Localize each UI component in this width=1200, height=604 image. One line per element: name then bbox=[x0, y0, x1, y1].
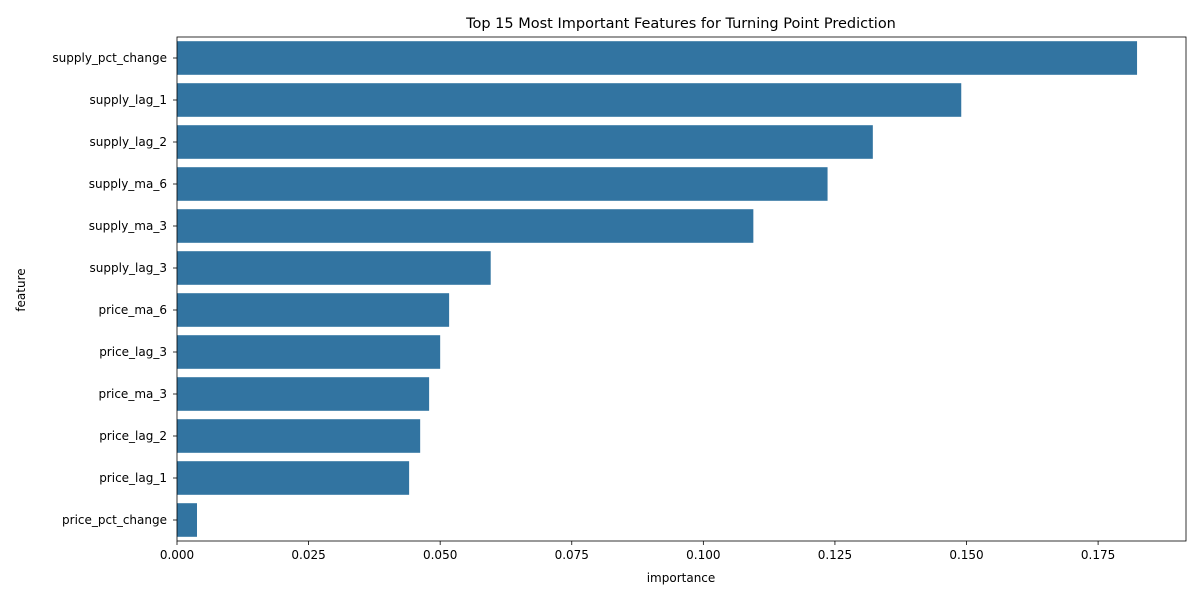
bar-supply_pct_change bbox=[177, 41, 1138, 75]
y-tick-label: supply_ma_3 bbox=[89, 219, 167, 233]
y-tick-label: price_lag_1 bbox=[99, 471, 167, 485]
y-tick-label: supply_lag_3 bbox=[90, 261, 167, 275]
chart-title: Top 15 Most Important Features for Turni… bbox=[465, 16, 896, 32]
bar-price_lag_1 bbox=[177, 461, 410, 495]
bar-supply_ma_3 bbox=[177, 209, 754, 243]
plot-frame bbox=[176, 36, 1187, 542]
y-tick-label: price_ma_6 bbox=[98, 303, 167, 317]
y-tick-label: supply_pct_change bbox=[52, 51, 167, 65]
x-axis-ticks: 0.000 0.025 0.050 0.075 0.100 0.125 0.150 0.175 bbox=[160, 541, 1115, 562]
x-tick-label: 0.075 bbox=[555, 548, 589, 562]
y-tick-label: supply_lag_2 bbox=[90, 135, 167, 149]
y-tick-label: supply_ma_6 bbox=[89, 177, 167, 191]
bars-group bbox=[177, 41, 1138, 537]
x-tick-label: 0.100 bbox=[686, 548, 720, 562]
bar-supply_lag_2 bbox=[177, 125, 873, 159]
y-tick-label: price_ma_3 bbox=[98, 387, 167, 401]
bar-supply_lag_3 bbox=[177, 251, 491, 285]
y-tick-label: price_lag_2 bbox=[99, 429, 167, 443]
bar-price_lag_2 bbox=[177, 419, 421, 453]
x-tick-label: 0.025 bbox=[291, 548, 325, 562]
x-tick-label: 0.175 bbox=[1081, 548, 1115, 562]
bar-price_lag_3 bbox=[177, 335, 441, 369]
x-tick-label: 0.000 bbox=[160, 548, 194, 562]
bar-supply_ma_6 bbox=[177, 167, 828, 201]
x-tick-label: 0.150 bbox=[949, 548, 983, 562]
y-tick-label: supply_lag_1 bbox=[90, 93, 167, 107]
bar-price_ma_3 bbox=[177, 377, 430, 411]
x-tick-label: 0.125 bbox=[818, 548, 852, 562]
x-tick-label: 0.050 bbox=[423, 548, 457, 562]
y-axis-ticks: supply_pct_change supply_lag_1 supply_lag_… bbox=[52, 51, 177, 527]
bar-price_pct_change bbox=[177, 503, 198, 537]
y-tick-label: price_lag_3 bbox=[99, 345, 167, 359]
axes-frame bbox=[176, 36, 1187, 542]
x-axis-label: importance bbox=[647, 571, 716, 585]
bar-price_ma_6 bbox=[177, 293, 450, 327]
y-tick-label: price_pct_change bbox=[62, 513, 167, 527]
y-axis-label: feature bbox=[14, 268, 28, 311]
bar-supply_lag_1 bbox=[177, 83, 962, 117]
